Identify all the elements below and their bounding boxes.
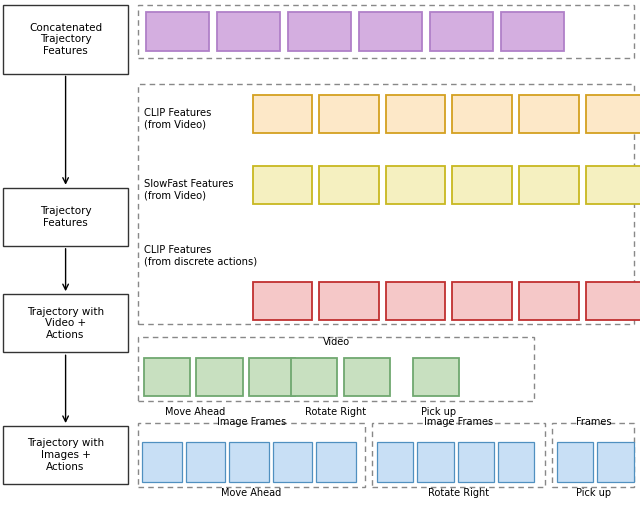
Bar	[359, 12, 422, 51]
Bar	[519, 95, 579, 133]
Text: CLIP Features
(from Video): CLIP Features (from Video)	[144, 108, 211, 130]
Bar	[249, 358, 295, 396]
Bar	[144, 358, 190, 396]
Bar	[316, 442, 356, 482]
Bar	[386, 95, 445, 133]
Bar	[3, 294, 128, 352]
Bar	[413, 358, 459, 396]
Bar	[291, 358, 337, 396]
Text: Trajectory
Features: Trajectory Features	[40, 206, 92, 228]
Bar	[253, 282, 312, 320]
Text: Pick up: Pick up	[421, 407, 456, 417]
Bar	[229, 442, 269, 482]
Bar	[430, 12, 493, 51]
Text: Trajectory with
Video +
Actions: Trajectory with Video + Actions	[27, 307, 104, 340]
Text: Trajectory with
Images +
Actions: Trajectory with Images + Actions	[27, 439, 104, 472]
Bar	[319, 166, 379, 204]
Bar	[552, 423, 634, 487]
Bar	[452, 166, 512, 204]
Bar	[253, 95, 312, 133]
Bar	[519, 166, 579, 204]
Bar	[372, 423, 545, 487]
Bar	[458, 442, 494, 482]
Bar	[319, 282, 379, 320]
Text: Image Frames: Image Frames	[424, 417, 493, 427]
Bar	[586, 95, 640, 133]
Bar	[3, 426, 128, 484]
Bar	[3, 188, 128, 246]
Bar	[253, 166, 312, 204]
Text: SlowFast Features
(from Video): SlowFast Features (from Video)	[144, 179, 234, 201]
Bar	[142, 442, 182, 482]
Bar	[452, 95, 512, 133]
Text: Image Frames: Image Frames	[217, 417, 286, 427]
Bar	[597, 442, 634, 482]
Bar	[138, 423, 365, 487]
Bar	[557, 442, 593, 482]
Bar	[417, 442, 454, 482]
Bar	[217, 12, 280, 51]
Bar	[288, 12, 351, 51]
Text: Video: Video	[323, 337, 349, 347]
Bar	[586, 166, 640, 204]
Text: Rotate Right: Rotate Right	[305, 407, 367, 417]
Bar	[138, 337, 534, 401]
Text: Rotate Right: Rotate Right	[428, 488, 490, 498]
Bar	[386, 282, 445, 320]
Text: Frames: Frames	[575, 417, 611, 427]
Bar	[146, 12, 209, 51]
Bar	[452, 282, 512, 320]
Bar	[273, 442, 312, 482]
Bar	[196, 358, 243, 396]
Bar	[319, 95, 379, 133]
Bar	[344, 358, 390, 396]
Bar	[3, 5, 128, 74]
Text: Concatenated
Trajectory
Features: Concatenated Trajectory Features	[29, 23, 102, 56]
Bar	[377, 442, 413, 482]
Text: Move Ahead: Move Ahead	[221, 488, 282, 498]
Text: Move Ahead: Move Ahead	[165, 407, 225, 417]
Bar	[586, 282, 640, 320]
Bar	[498, 442, 534, 482]
Bar	[138, 84, 634, 324]
Bar	[186, 442, 225, 482]
Text: Pick up: Pick up	[576, 488, 611, 498]
Bar	[386, 166, 445, 204]
Text: CLIP Features
(from discrete actions): CLIP Features (from discrete actions)	[144, 245, 257, 267]
Bar	[519, 282, 579, 320]
Bar	[138, 5, 634, 58]
Bar	[501, 12, 564, 51]
